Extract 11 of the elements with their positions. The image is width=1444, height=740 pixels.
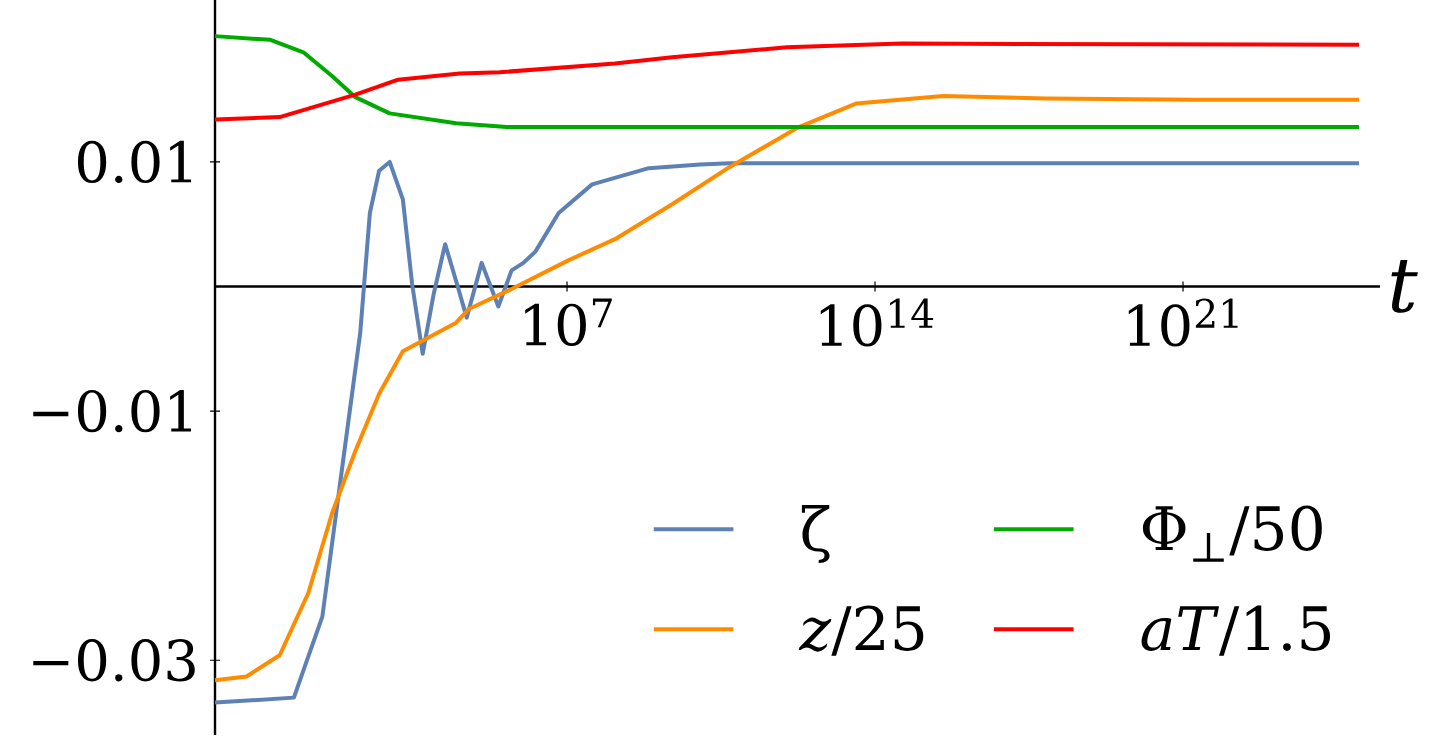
y-tick-label: 0.01 (77, 140, 191, 184)
y-tick-label: −0.01 (33, 389, 191, 433)
x-tick-label: 10$^{21}$ (1128, 298, 1238, 347)
x-tick-label: 10$^{14}$ (820, 298, 934, 347)
legend-label: z/25 (798, 605, 924, 656)
x-tick-label: 10$^{7}$ (525, 298, 612, 347)
x-axis-title: t (1391, 260, 1418, 313)
legend-label: Φ$_{⊥}$/50 (1142, 505, 1322, 562)
y-tick-label: −0.03 (33, 639, 195, 682)
legend-label: ζ (801, 504, 830, 564)
legend-label: aT/1.5 (1141, 605, 1331, 656)
